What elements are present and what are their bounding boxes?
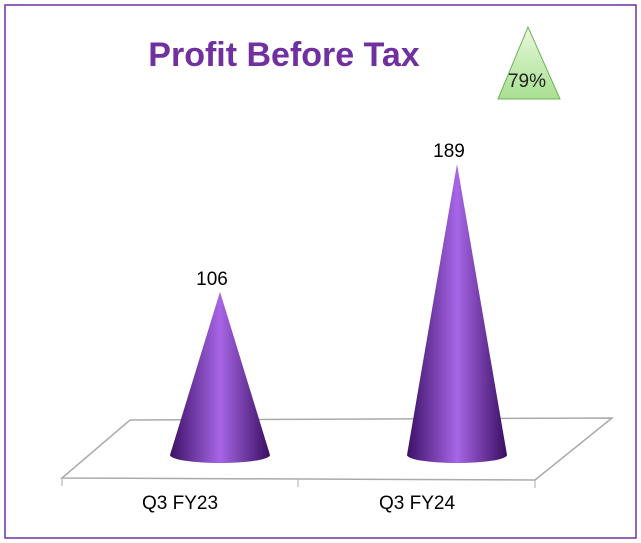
change-badge bbox=[497, 25, 561, 100]
data-label: 189 bbox=[433, 141, 465, 162]
data-label: 106 bbox=[196, 269, 228, 290]
change-label: 79% bbox=[508, 71, 546, 92]
floor bbox=[59, 417, 615, 481]
x-tick-label: Q3 FY24 bbox=[379, 493, 455, 514]
x-tick-label: Q3 FY23 bbox=[142, 493, 218, 514]
cone bbox=[170, 291, 270, 463]
cone bbox=[407, 164, 507, 463]
chart-title: Profit Before Tax bbox=[148, 36, 420, 74]
